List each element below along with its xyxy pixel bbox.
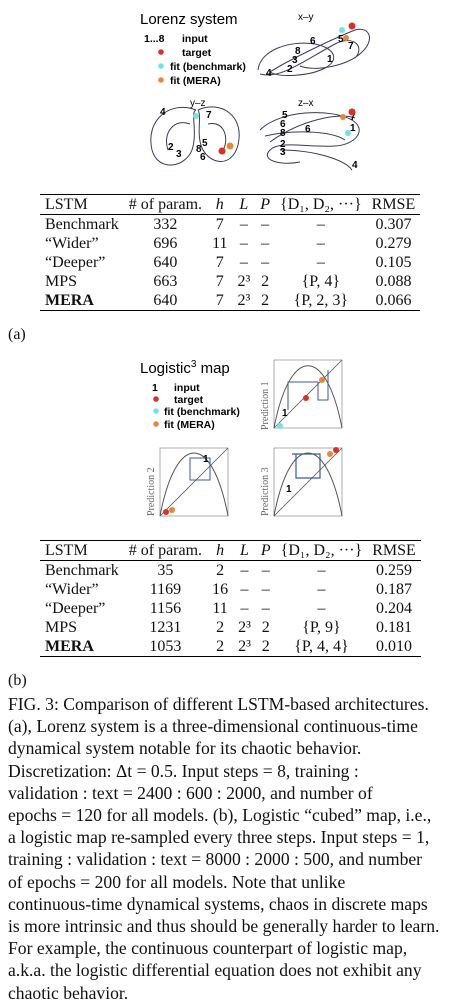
logistic-legend: 1 input target fit (benchmark) fit (MERA… — [152, 382, 240, 431]
figure-caption: FIG. 3: Comparison of different LSTM-bas… — [8, 693, 470, 1004]
table-row: Benchmark 35 2– – –0.259 — [45, 562, 413, 579]
xy-num-3: 3 — [292, 55, 298, 66]
col-D: {D₁, D₂, ···} — [280, 196, 362, 213]
table-row: “Wider” 696 11– – –0.279 — [45, 235, 412, 252]
table-row: Benchmark 332 7– – –0.307 — [45, 216, 412, 233]
yz-num-7: 7 — [206, 110, 212, 121]
caption-line: validation : text = 2400 : 600 : 2000, a… — [8, 782, 373, 803]
col-P: P — [260, 196, 271, 213]
lorenz-legend: 1...8 input target fit (benchmark) fit (… — [144, 33, 246, 87]
benchmark-marker — [158, 63, 164, 69]
svg-text:1: 1 — [282, 408, 288, 419]
prediction-2-ylabel: Prediction 2 — [146, 467, 157, 516]
col-params: # of param. — [128, 196, 203, 213]
table-row: “Wider” 1169 16– – –0.187 — [45, 581, 413, 598]
panel-b-label: (b) — [8, 672, 27, 689]
table-row: MERA 640 7 2³ 2 {P, 2, 3} 0.066 — [40, 291, 421, 311]
prediction-3-plot: Prediction 3 1 — [260, 447, 343, 517]
caption-line: a.k.a. the logistic differential equatio… — [8, 960, 422, 981]
mera-marker — [158, 77, 164, 83]
xy-num-5: 5 — [338, 34, 344, 45]
yz-subplot: y–z 4 7 2 3 8 5 6 — [150, 98, 240, 166]
prediction-1-ylabel: Prediction 1 — [260, 381, 271, 430]
table-a-header: LSTM # of param. h L P {D₁, D₂, ···} RMS… — [40, 194, 421, 215]
table-row: MERA 1053 2 2³ 2 {P, 4, 4} 0.010 — [40, 637, 421, 657]
zx-num-6: 6 — [280, 119, 286, 130]
xy-num-7: 7 — [348, 41, 354, 52]
caption-line: Discretization: Δt = 0.5. Input steps = … — [8, 760, 359, 781]
caption-line: continuous-time dynamical systems, chaos… — [8, 893, 428, 914]
caption-line: dynamical system notable for its chaotic… — [8, 738, 362, 759]
col-L: L — [239, 196, 249, 213]
xy-num-6: 6 — [310, 36, 316, 47]
legend-mera-b: fit (MERA) — [164, 419, 215, 431]
zx-num-2: 2 — [280, 139, 286, 150]
legend-benchmark-b: fit (benchmark) — [164, 406, 240, 418]
legend-input-b: input — [174, 382, 200, 394]
lorenz-figure: Lorenz system 1...8 input target fit (be… — [140, 11, 370, 171]
caption-line: (a), Lorenz system is a three-dimensiona… — [8, 716, 418, 737]
caption-line: FIG. 3: Comparison of different LSTM-bas… — [8, 694, 429, 714]
table-b: LSTM # of param. h L P {D₁, D₂, ···} RMS… — [40, 540, 421, 657]
table-a: LSTM # of param. h L P {D₁, D₂, ···} RMS… — [40, 194, 421, 311]
xy-num-8: 8 — [295, 46, 301, 57]
table-row: “Deeper” 1156 11– – –0.204 — [45, 600, 413, 617]
table-row: MPS 663 7 2³ 2 {P, 4} 0.088 — [45, 273, 412, 290]
col-h: h — [215, 196, 224, 213]
prediction-1-plot: Prediction 1 1 — [260, 359, 343, 430]
col-rmse: RMSE — [371, 196, 416, 213]
zx-num-4: 4 — [352, 160, 358, 171]
legend-target: target — [182, 47, 212, 59]
col-lstm: LSTM — [45, 196, 88, 213]
xy-num-1: 1 — [327, 54, 333, 65]
table-row: MPS 1231 2 2³ 2 {P, 9} 0.181 — [45, 619, 413, 636]
svg-text:1: 1 — [286, 484, 292, 495]
caption-line: of epochs = 200 for all models. Note tha… — [8, 871, 346, 892]
logistic-title: Logistic3 map — [140, 359, 230, 377]
zx-num-7: 7 — [350, 112, 356, 123]
caption-line: training : validation : text = 8000 : 20… — [8, 849, 423, 870]
xy-num-2: 2 — [287, 64, 293, 75]
legend-benchmark: fit (benchmark) — [170, 61, 246, 73]
legend-steps: 1...8 — [144, 33, 165, 45]
prediction-2-plot: Prediction 2 1 — [146, 447, 229, 517]
zx-num-5: 5 — [282, 110, 288, 121]
target-marker — [158, 49, 164, 55]
xy-num-4: 4 — [266, 68, 272, 79]
lorenz-title: Lorenz system — [140, 11, 238, 28]
legend-step: 1 — [152, 382, 158, 394]
caption-line: For example, the continuous counterpart … — [8, 938, 408, 959]
table-row: “Deeper” 640 7– – –0.105 — [45, 254, 412, 271]
caption-line: chaotic behavior. — [8, 982, 129, 1003]
table-b-header: LSTM # of param. h L P {D₁, D₂, ···} RMS… — [40, 540, 421, 561]
xy-subplot: x–y 4 2 3 8 6 5 7 1 — [257, 12, 370, 79]
zx-num-3: 3 — [280, 147, 286, 158]
legend-input: input — [182, 33, 208, 45]
yz-num-2: 2 — [168, 142, 174, 153]
yz-title: y–z — [190, 98, 206, 109]
yz-num-3: 3 — [176, 149, 182, 160]
yz-num-8: 8 — [196, 144, 202, 155]
caption-line: a logistic map re-sampled every three st… — [8, 827, 430, 848]
prediction-3-ylabel: Prediction 3 — [260, 467, 271, 516]
zx-num-1: 1 — [350, 123, 356, 134]
legend-mera: fit (MERA) — [170, 75, 221, 87]
xy-title: x–y — [298, 12, 314, 23]
svg-text:1: 1 — [203, 454, 209, 465]
caption-line: is more intrinsic and thus should be gen… — [8, 916, 440, 937]
yz-num-4: 4 — [160, 107, 166, 118]
panel-a-label: (a) — [8, 326, 26, 343]
zx-num-8: 8 — [280, 128, 286, 139]
caption-line: epochs = 120 for all models. (b), Logist… — [8, 805, 432, 826]
zx-subplot: z–x 5 6 8 2 3 6 7 1 4 — [259, 98, 360, 171]
logistic-figure: Logistic3 map 1 input target fit (benchm… — [140, 359, 343, 517]
yz-num-6: 6 — [200, 152, 206, 163]
zx-num-6b: 6 — [305, 124, 311, 135]
zx-title: z–x — [298, 98, 314, 109]
legend-target-b: target — [174, 394, 204, 406]
yz-num-5: 5 — [202, 138, 208, 149]
